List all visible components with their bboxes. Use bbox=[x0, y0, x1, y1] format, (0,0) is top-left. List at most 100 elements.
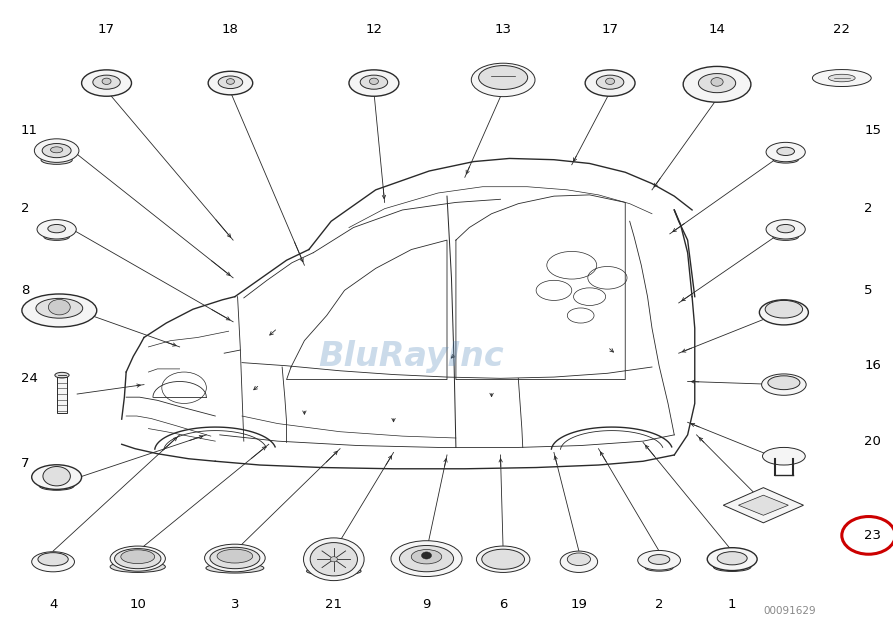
Ellipse shape bbox=[471, 63, 535, 97]
Ellipse shape bbox=[47, 225, 65, 233]
Circle shape bbox=[369, 78, 378, 85]
Ellipse shape bbox=[766, 143, 805, 162]
Ellipse shape bbox=[360, 75, 388, 89]
Ellipse shape bbox=[777, 225, 795, 233]
Circle shape bbox=[226, 79, 234, 85]
Ellipse shape bbox=[591, 80, 628, 91]
Ellipse shape bbox=[777, 147, 795, 155]
Ellipse shape bbox=[355, 80, 392, 91]
Ellipse shape bbox=[349, 70, 399, 97]
Ellipse shape bbox=[206, 563, 264, 573]
Ellipse shape bbox=[51, 147, 63, 153]
Ellipse shape bbox=[759, 300, 808, 325]
Text: 8: 8 bbox=[21, 284, 30, 297]
Ellipse shape bbox=[210, 547, 260, 569]
Text: 17: 17 bbox=[602, 23, 619, 36]
Text: 2: 2 bbox=[655, 598, 663, 611]
Text: 10: 10 bbox=[130, 598, 147, 611]
Ellipse shape bbox=[683, 66, 751, 102]
Ellipse shape bbox=[813, 69, 872, 86]
Ellipse shape bbox=[400, 545, 453, 572]
Ellipse shape bbox=[110, 546, 165, 571]
Ellipse shape bbox=[762, 374, 806, 395]
Circle shape bbox=[310, 543, 358, 576]
Ellipse shape bbox=[88, 80, 125, 91]
Ellipse shape bbox=[637, 550, 680, 570]
Polygon shape bbox=[723, 488, 804, 523]
Circle shape bbox=[304, 538, 364, 581]
Circle shape bbox=[102, 78, 111, 85]
Circle shape bbox=[48, 300, 71, 315]
Text: 15: 15 bbox=[864, 124, 881, 137]
Ellipse shape bbox=[208, 71, 253, 95]
Ellipse shape bbox=[42, 143, 72, 158]
Ellipse shape bbox=[698, 74, 736, 93]
Ellipse shape bbox=[110, 561, 165, 572]
Text: 17: 17 bbox=[98, 23, 115, 36]
Ellipse shape bbox=[31, 551, 74, 572]
Text: 1: 1 bbox=[728, 598, 737, 611]
Text: 4: 4 bbox=[49, 598, 57, 611]
Ellipse shape bbox=[114, 548, 161, 569]
Circle shape bbox=[43, 466, 71, 486]
Ellipse shape bbox=[773, 156, 798, 163]
Ellipse shape bbox=[39, 481, 74, 490]
Ellipse shape bbox=[217, 549, 253, 563]
Ellipse shape bbox=[713, 563, 751, 572]
Ellipse shape bbox=[477, 546, 530, 572]
Ellipse shape bbox=[36, 298, 83, 318]
Ellipse shape bbox=[586, 70, 635, 97]
Ellipse shape bbox=[648, 555, 670, 564]
Text: 14: 14 bbox=[709, 23, 725, 36]
Ellipse shape bbox=[205, 544, 266, 572]
Ellipse shape bbox=[44, 233, 70, 240]
Bar bbox=[56, 374, 67, 413]
Ellipse shape bbox=[34, 139, 79, 162]
Text: 11: 11 bbox=[21, 124, 38, 137]
Ellipse shape bbox=[482, 549, 525, 569]
Text: 9: 9 bbox=[422, 598, 431, 611]
Text: 24: 24 bbox=[21, 372, 38, 385]
Text: 21: 21 bbox=[325, 598, 342, 611]
Ellipse shape bbox=[717, 551, 747, 565]
Ellipse shape bbox=[829, 74, 856, 82]
Ellipse shape bbox=[768, 376, 800, 389]
Text: 2: 2 bbox=[21, 202, 30, 215]
Text: 7: 7 bbox=[21, 457, 30, 469]
Ellipse shape bbox=[214, 81, 247, 90]
Text: 6: 6 bbox=[499, 598, 507, 611]
Text: 3: 3 bbox=[231, 598, 239, 611]
Ellipse shape bbox=[692, 81, 742, 95]
Ellipse shape bbox=[773, 233, 798, 240]
Ellipse shape bbox=[81, 70, 131, 97]
Ellipse shape bbox=[707, 548, 757, 570]
Ellipse shape bbox=[21, 294, 97, 327]
Text: 23: 23 bbox=[864, 529, 881, 542]
Polygon shape bbox=[738, 495, 789, 516]
Circle shape bbox=[421, 552, 432, 559]
Circle shape bbox=[605, 78, 614, 85]
Ellipse shape bbox=[478, 66, 527, 90]
Ellipse shape bbox=[307, 567, 361, 575]
Ellipse shape bbox=[561, 551, 597, 572]
Ellipse shape bbox=[121, 550, 155, 563]
Ellipse shape bbox=[31, 465, 81, 490]
Text: 2: 2 bbox=[864, 202, 873, 215]
Ellipse shape bbox=[645, 564, 673, 571]
Text: 20: 20 bbox=[864, 435, 881, 447]
Ellipse shape bbox=[766, 220, 805, 239]
Text: 12: 12 bbox=[366, 23, 383, 36]
Ellipse shape bbox=[41, 156, 72, 164]
Text: 18: 18 bbox=[222, 23, 239, 36]
Circle shape bbox=[711, 78, 723, 86]
Ellipse shape bbox=[596, 75, 624, 89]
Text: 16: 16 bbox=[864, 359, 881, 372]
Text: 19: 19 bbox=[570, 598, 587, 611]
Text: 5: 5 bbox=[864, 284, 873, 297]
Ellipse shape bbox=[218, 76, 242, 88]
Ellipse shape bbox=[765, 300, 803, 318]
Text: 13: 13 bbox=[494, 23, 511, 36]
Ellipse shape bbox=[55, 372, 69, 378]
Ellipse shape bbox=[763, 447, 805, 465]
Circle shape bbox=[330, 557, 337, 562]
